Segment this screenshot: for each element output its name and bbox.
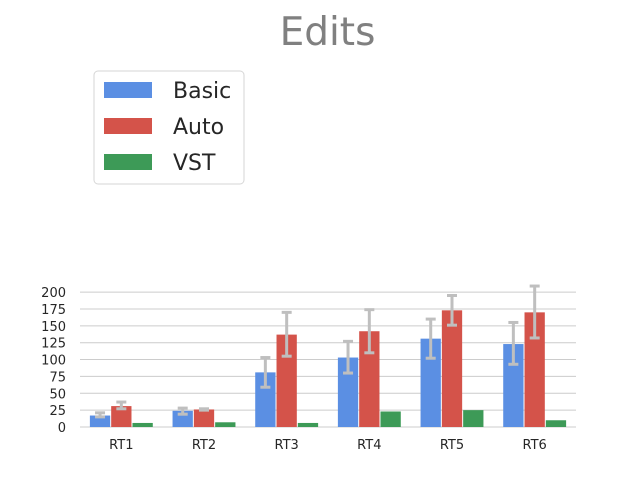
bar-basic-rt1 xyxy=(89,415,111,427)
y-tick-label: 200 xyxy=(41,286,66,301)
y-tick-label: 175 xyxy=(41,303,66,318)
error-bar-auto-rt4 xyxy=(364,308,375,355)
y-tick-label: 0 xyxy=(58,421,66,436)
bar-basic-rt2 xyxy=(172,410,193,427)
bar-auto-rt2 xyxy=(193,409,215,427)
chart-title: Edits xyxy=(279,10,376,55)
legend-label-basic: Basic xyxy=(173,79,231,104)
bar-vst-rt3 xyxy=(297,422,319,427)
error-bar-basic-rt6 xyxy=(508,320,519,366)
error-bar-auto-rt2 xyxy=(199,407,209,412)
error-bar-basic-rt4 xyxy=(343,339,354,375)
bar-basic-rt3 xyxy=(255,372,276,427)
bar-basic-rt4 xyxy=(337,357,359,427)
x-tick-label: RT6 xyxy=(523,438,547,453)
legend-swatch-auto xyxy=(104,118,152,134)
error-bar-auto-rt3 xyxy=(281,310,292,358)
error-bar-basic-rt1 xyxy=(95,411,106,419)
bar-auto-rt3 xyxy=(276,334,297,427)
x-tick-label: RT4 xyxy=(357,438,381,453)
bars xyxy=(89,310,567,427)
bar-vst-rt2 xyxy=(215,422,236,427)
y-tick-label: 100 xyxy=(41,354,66,369)
bar-vst-rt1 xyxy=(132,422,153,427)
error-bar-basic-rt2 xyxy=(177,406,188,416)
error-bar-basic-rt5 xyxy=(425,317,436,360)
bar-vst-rt6 xyxy=(545,420,567,427)
x-tick-label: RT1 xyxy=(109,438,133,453)
y-tick-label: 150 xyxy=(41,320,66,335)
x-tick-label: RT3 xyxy=(275,438,299,453)
bar-basic-rt5 xyxy=(420,338,441,427)
bar-auto-rt4 xyxy=(359,331,380,427)
x-axis-ticks: RT1 RT2 RT3 RT4 RT5 RT6 xyxy=(109,438,547,453)
bar-basic-rt6 xyxy=(503,344,524,427)
y-tick-label: 25 xyxy=(49,404,66,419)
error-bar-basic-rt3 xyxy=(260,356,271,389)
y-tick-label: 125 xyxy=(41,337,66,352)
legend-swatch-basic xyxy=(104,82,152,98)
error-bar-auto-rt6 xyxy=(529,284,540,340)
bar-auto-rt1 xyxy=(111,406,132,427)
error-bar-auto-rt5 xyxy=(447,293,457,327)
error-bar-auto-rt1 xyxy=(116,400,127,411)
legend: Basic Auto VST xyxy=(93,70,245,185)
bar-auto-rt5 xyxy=(441,310,463,427)
error-bars xyxy=(95,284,540,419)
bar-vst-rt4 xyxy=(380,411,401,427)
x-tick-label: RT5 xyxy=(440,438,464,453)
grid-lines xyxy=(80,291,576,428)
y-tick-label: 75 xyxy=(49,370,66,385)
bar-vst-rt5 xyxy=(463,410,484,427)
bar-auto-rt6 xyxy=(524,312,545,427)
legend-label-auto: Auto xyxy=(173,115,224,140)
x-tick-label: RT2 xyxy=(192,438,216,453)
y-tick-label: 50 xyxy=(49,387,66,402)
legend-label-vst: VST xyxy=(173,151,216,176)
legend-swatch-vst xyxy=(104,154,152,170)
